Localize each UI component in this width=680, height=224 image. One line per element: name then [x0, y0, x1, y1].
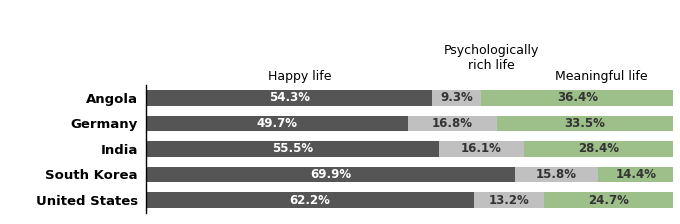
- Text: 13.2%: 13.2%: [488, 194, 529, 207]
- Text: 16.8%: 16.8%: [432, 117, 473, 130]
- Bar: [146, 90, 432, 106]
- Text: 9.3%: 9.3%: [441, 91, 473, 104]
- Bar: [524, 141, 673, 157]
- Bar: [598, 167, 674, 182]
- Bar: [515, 167, 598, 182]
- Text: 55.5%: 55.5%: [272, 142, 313, 155]
- Bar: [408, 116, 496, 131]
- Text: Meaningful life: Meaningful life: [555, 70, 647, 83]
- Bar: [543, 192, 674, 208]
- Text: 33.5%: 33.5%: [564, 117, 605, 130]
- Bar: [481, 90, 673, 106]
- Text: Happy life: Happy life: [268, 70, 332, 83]
- Text: 15.8%: 15.8%: [536, 168, 577, 181]
- Text: 28.4%: 28.4%: [578, 142, 619, 155]
- Bar: [474, 192, 543, 208]
- Bar: [146, 192, 474, 208]
- Text: 49.7%: 49.7%: [256, 117, 298, 130]
- Text: Psychologically
rich life: Psychologically rich life: [443, 44, 539, 72]
- Text: 62.2%: 62.2%: [290, 194, 330, 207]
- Text: 24.7%: 24.7%: [588, 194, 629, 207]
- Text: 36.4%: 36.4%: [557, 91, 598, 104]
- Bar: [146, 141, 439, 157]
- Bar: [496, 116, 673, 131]
- Text: 16.1%: 16.1%: [460, 142, 502, 155]
- Text: 14.4%: 14.4%: [615, 168, 656, 181]
- Bar: [432, 90, 481, 106]
- Bar: [146, 116, 408, 131]
- Bar: [146, 167, 515, 182]
- Text: 54.3%: 54.3%: [269, 91, 310, 104]
- Bar: [439, 141, 524, 157]
- Text: 69.9%: 69.9%: [310, 168, 351, 181]
